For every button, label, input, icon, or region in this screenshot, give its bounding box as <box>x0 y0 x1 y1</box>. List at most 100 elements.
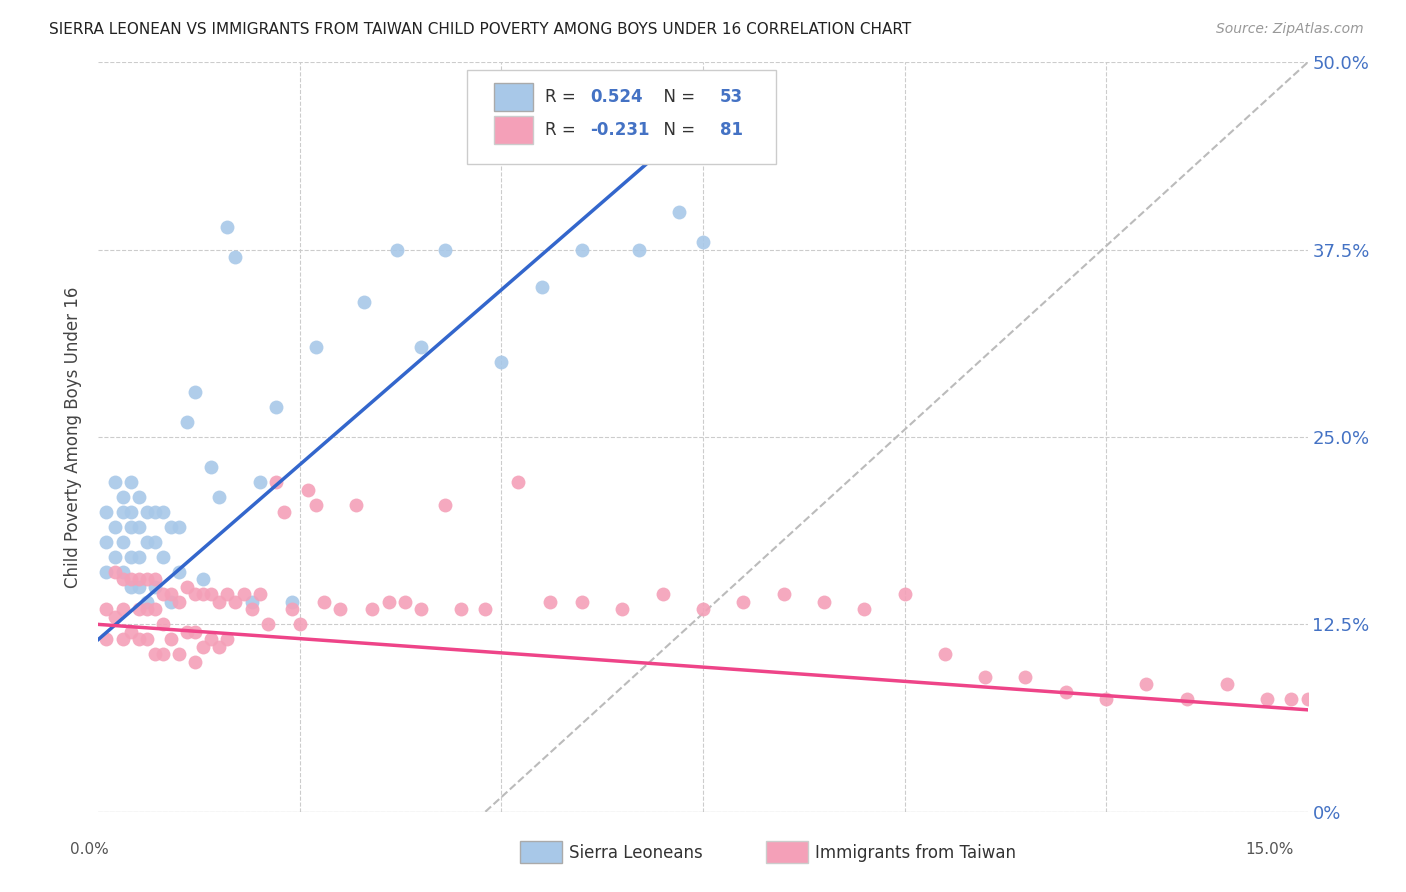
Point <box>96 505 118 519</box>
Point <box>120 505 142 519</box>
Point <box>1175 692 1198 706</box>
Point <box>152 587 174 601</box>
Point <box>103 475 125 489</box>
Point <box>135 535 157 549</box>
Point <box>208 640 231 654</box>
Point <box>1256 692 1278 706</box>
FancyBboxPatch shape <box>494 83 533 112</box>
Point <box>813 595 835 609</box>
Point <box>193 640 215 654</box>
Point <box>377 595 399 609</box>
Point <box>772 587 794 601</box>
Point <box>103 565 125 579</box>
Point <box>240 602 263 616</box>
Point <box>160 587 183 601</box>
Point <box>409 602 432 616</box>
Point <box>111 505 134 519</box>
Point <box>200 632 222 647</box>
Point <box>111 573 134 587</box>
Point <box>571 595 593 609</box>
Point <box>176 580 198 594</box>
Point <box>530 280 553 294</box>
Text: SIERRA LEONEAN VS IMMIGRANTS FROM TAIWAN CHILD POVERTY AMONG BOYS UNDER 16 CORRE: SIERRA LEONEAN VS IMMIGRANTS FROM TAIWAN… <box>49 22 911 37</box>
Point <box>128 573 150 587</box>
Point <box>96 602 118 616</box>
Point <box>1054 685 1077 699</box>
Point <box>538 595 561 609</box>
Text: 53: 53 <box>720 88 742 106</box>
Point <box>96 535 118 549</box>
Point <box>217 632 239 647</box>
Point <box>160 632 183 647</box>
Point <box>120 573 142 587</box>
Point <box>128 580 150 594</box>
Point <box>152 648 174 662</box>
Point <box>627 243 650 257</box>
Point <box>111 490 134 504</box>
Point <box>249 587 271 601</box>
Point <box>344 498 367 512</box>
Point <box>176 624 198 639</box>
Point <box>733 595 755 609</box>
Point <box>152 505 174 519</box>
Point <box>193 573 215 587</box>
Point <box>96 565 118 579</box>
Point <box>394 595 416 609</box>
Point <box>474 602 496 616</box>
Point <box>450 602 472 616</box>
Point <box>184 385 207 400</box>
Text: N =: N = <box>654 121 700 139</box>
Text: -0.231: -0.231 <box>591 121 650 139</box>
Point <box>200 587 222 601</box>
Point <box>264 475 287 489</box>
Point <box>506 475 529 489</box>
Point <box>224 250 246 264</box>
Point <box>143 573 166 587</box>
Point <box>692 235 714 250</box>
Point <box>288 617 311 632</box>
Point <box>297 483 319 497</box>
Point <box>434 243 457 257</box>
Text: 0.524: 0.524 <box>591 88 643 106</box>
Point <box>143 580 166 594</box>
Point <box>167 648 190 662</box>
Point <box>1135 677 1157 691</box>
Text: 0.0%: 0.0% <box>70 842 110 856</box>
Point <box>1014 670 1036 684</box>
Point <box>281 602 304 616</box>
Point <box>111 632 134 647</box>
FancyBboxPatch shape <box>467 70 776 163</box>
Point <box>305 498 328 512</box>
Point <box>1281 692 1303 706</box>
Point <box>184 624 207 639</box>
Point <box>120 624 142 639</box>
FancyBboxPatch shape <box>494 116 533 145</box>
Point <box>409 340 432 354</box>
Point <box>249 475 271 489</box>
Point <box>96 632 118 647</box>
Point <box>668 205 690 219</box>
Point <box>143 535 166 549</box>
Point <box>160 520 183 534</box>
Point <box>200 460 222 475</box>
Point <box>135 602 157 616</box>
Text: Immigrants from Taiwan: Immigrants from Taiwan <box>815 844 1017 862</box>
Point <box>217 587 239 601</box>
Point <box>103 520 125 534</box>
Point <box>111 602 134 616</box>
Point <box>103 610 125 624</box>
Point <box>974 670 997 684</box>
Point <box>217 220 239 235</box>
Point <box>128 549 150 564</box>
Point <box>1216 677 1239 691</box>
Text: Source: ZipAtlas.com: Source: ZipAtlas.com <box>1216 22 1364 37</box>
Point <box>329 602 352 616</box>
Point <box>853 602 876 616</box>
Point <box>240 595 263 609</box>
Point <box>571 243 593 257</box>
Point <box>353 295 375 310</box>
Point <box>120 549 142 564</box>
Point <box>135 505 157 519</box>
Point <box>135 632 157 647</box>
Point <box>208 595 231 609</box>
